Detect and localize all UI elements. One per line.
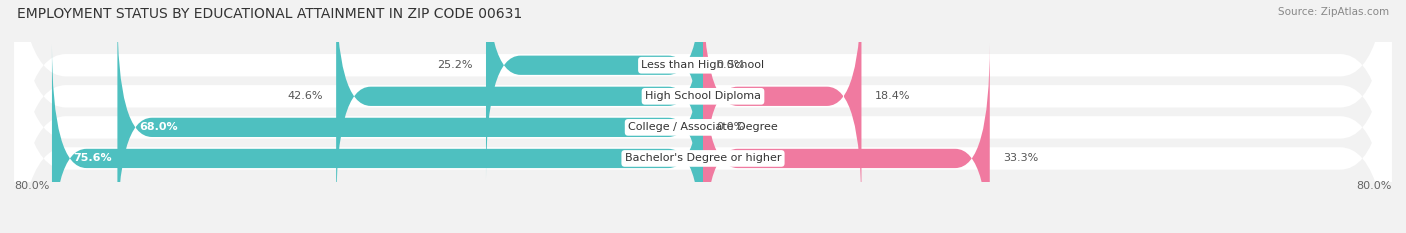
Text: Bachelor's Degree or higher: Bachelor's Degree or higher: [624, 154, 782, 163]
Text: 25.2%: 25.2%: [437, 60, 472, 70]
Text: College / Associate Degree: College / Associate Degree: [628, 122, 778, 132]
Text: Source: ZipAtlas.com: Source: ZipAtlas.com: [1278, 7, 1389, 17]
Text: 75.6%: 75.6%: [73, 154, 112, 163]
FancyBboxPatch shape: [14, 0, 1392, 233]
FancyBboxPatch shape: [703, 0, 862, 211]
Legend: In Labor Force, Unemployed: In Labor Force, Unemployed: [599, 230, 807, 233]
Text: 33.3%: 33.3%: [1002, 154, 1038, 163]
FancyBboxPatch shape: [52, 44, 703, 233]
FancyBboxPatch shape: [703, 44, 990, 233]
Text: High School Diploma: High School Diploma: [645, 91, 761, 101]
FancyBboxPatch shape: [14, 0, 1392, 233]
Text: Less than High School: Less than High School: [641, 60, 765, 70]
FancyBboxPatch shape: [117, 13, 703, 233]
FancyBboxPatch shape: [14, 0, 1392, 233]
Text: 80.0%: 80.0%: [1357, 181, 1392, 191]
Text: 0.0%: 0.0%: [716, 60, 744, 70]
FancyBboxPatch shape: [486, 0, 703, 180]
Text: 68.0%: 68.0%: [139, 122, 177, 132]
Text: 80.0%: 80.0%: [14, 181, 49, 191]
FancyBboxPatch shape: [14, 0, 1392, 233]
FancyBboxPatch shape: [336, 0, 703, 211]
Text: 18.4%: 18.4%: [875, 91, 910, 101]
Text: 0.0%: 0.0%: [716, 122, 744, 132]
Text: 42.6%: 42.6%: [288, 91, 323, 101]
Text: EMPLOYMENT STATUS BY EDUCATIONAL ATTAINMENT IN ZIP CODE 00631: EMPLOYMENT STATUS BY EDUCATIONAL ATTAINM…: [17, 7, 522, 21]
